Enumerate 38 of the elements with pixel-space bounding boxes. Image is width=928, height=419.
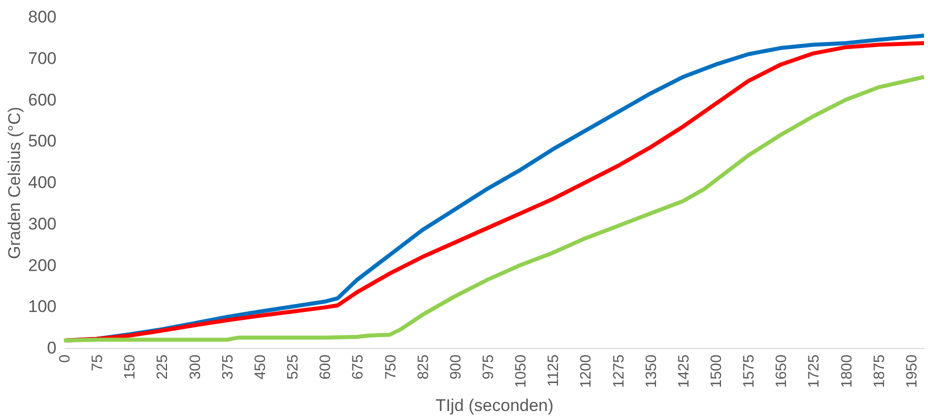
y-axis-title: Graden Celsius (°C) [5, 106, 24, 260]
x-tick-label: 600 [317, 354, 334, 380]
x-tick-label: 1050 [512, 354, 530, 388]
x-tick-label: 1575 [740, 354, 758, 388]
x-tick-label: 900 [447, 354, 464, 380]
x-tick-label: 1800 [838, 354, 856, 388]
x-tick-label: 1725 [806, 354, 823, 388]
x-tick-label: 1650 [773, 354, 790, 388]
x-tick-label: 975 [480, 354, 497, 380]
x-tick-label: 0 [56, 354, 74, 363]
x-tick-label: 1500 [708, 354, 726, 388]
x-tick-label: 750 [382, 354, 400, 380]
y-tick-label: 100 [28, 297, 56, 316]
x-tick-label: 1200 [578, 354, 595, 388]
x-tick-label: 1875 [870, 354, 888, 388]
x-tick-label: 450 [252, 354, 269, 380]
x-axis-title: TIjd (seconden) [435, 396, 554, 415]
y-tick-label: 400 [28, 173, 56, 192]
y-tick-label: 0 [47, 338, 56, 358]
x-tick-label: 1125 [545, 354, 562, 387]
y-tick-label: 600 [28, 90, 56, 110]
y-tick-label: 500 [28, 132, 56, 151]
x-tick-label: 675 [350, 354, 367, 380]
x-tick-label: 1350 [642, 354, 660, 388]
x-tick-label: 375 [219, 354, 236, 380]
y-tick-label: 300 [28, 214, 56, 234]
y-tick-label: 700 [28, 48, 56, 68]
x-tick-label: 525 [284, 354, 302, 380]
x-tick-label: 225 [154, 354, 172, 380]
x-tick-label: 300 [186, 354, 204, 380]
x-tick-label: 150 [122, 354, 139, 380]
x-tick-label: 1425 [675, 354, 692, 388]
x-tick-label: 825 [414, 354, 432, 380]
y-tick-label: 200 [28, 256, 56, 275]
x-tick-label: 1950 [903, 354, 920, 388]
y-tick-label: 800 [28, 8, 56, 26]
x-tick-label: 75 [89, 354, 106, 372]
x-tick-label: 1275 [610, 354, 628, 388]
